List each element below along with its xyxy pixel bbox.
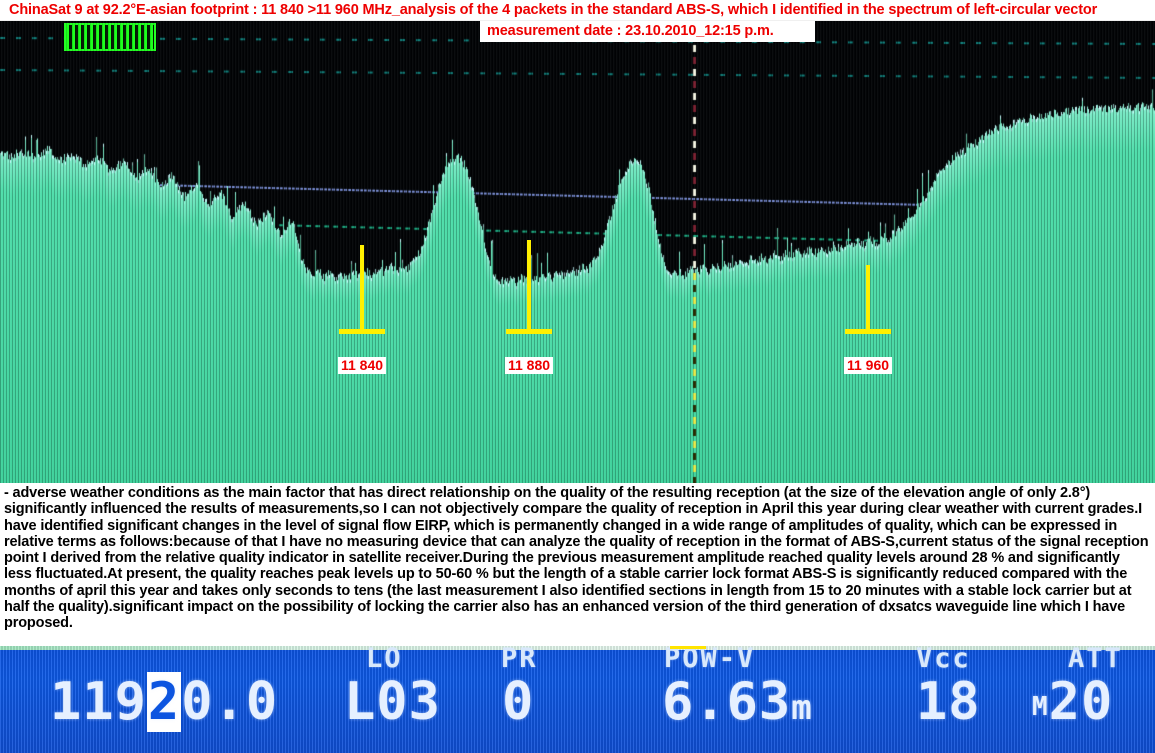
- pr-label: PR: [501, 646, 538, 674]
- spectrum-trace-canvas: [0, 21, 1155, 483]
- marker-stem: [527, 240, 531, 329]
- title-banner: ChinaSat 9 at 92.2°E-asian footprint : 1…: [0, 0, 1155, 21]
- frequency-after-cursor: 0.0: [181, 672, 279, 732]
- marker-base: [845, 329, 891, 334]
- lo-label: LO: [366, 646, 403, 674]
- activity-indicator-block: [64, 23, 156, 51]
- marker-label: 11 840: [337, 357, 387, 374]
- frequency-cursor-digit[interactable]: 2: [146, 672, 182, 732]
- marker-stem: [866, 265, 870, 329]
- att-label: ATT: [1068, 646, 1123, 674]
- att-pre-unit: M: [1032, 692, 1049, 722]
- marker-label: 11 960: [843, 357, 893, 374]
- att-number: 20: [1048, 672, 1114, 732]
- description-text-panel: - adverse weather conditions as the main…: [0, 483, 1155, 646]
- panel-top-edge: [0, 646, 1155, 650]
- spectrum-display: [0, 21, 1155, 483]
- pow-v-value[interactable]: 6.63m: [662, 672, 813, 732]
- marker-base: [339, 329, 385, 334]
- frequency-readout[interactable]: 11920.0: [50, 672, 278, 732]
- receiver-status-panel: 11920.0 LO L03 PR 0 POW-V 6.63m Vcc 18 A…: [0, 646, 1155, 753]
- vcc-value[interactable]: 18: [916, 672, 981, 732]
- marker-base: [506, 329, 552, 334]
- lo-value[interactable]: L03: [344, 672, 441, 732]
- tuning-tick-marker: [670, 646, 706, 649]
- vcc-label: Vcc: [916, 646, 971, 674]
- pow-v-unit: m: [791, 688, 813, 728]
- pr-value[interactable]: 0: [502, 672, 535, 732]
- marker-stem: [360, 245, 364, 329]
- att-value[interactable]: M20: [1032, 672, 1113, 732]
- marker-label: 11 880: [504, 357, 554, 374]
- frequency-before-cursor: 119: [50, 672, 147, 732]
- pow-v-number: 6.63: [662, 672, 792, 732]
- measurement-date-banner: measurement date : 23.10.2010_12:15 p.m.: [480, 21, 815, 42]
- pow-v-label: POW-V: [664, 646, 756, 674]
